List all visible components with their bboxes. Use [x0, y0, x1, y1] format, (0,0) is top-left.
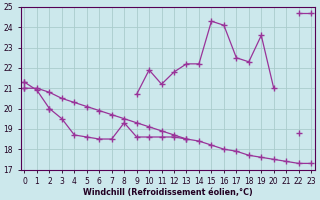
X-axis label: Windchill (Refroidissement éolien,°C): Windchill (Refroidissement éolien,°C) [83, 188, 253, 197]
